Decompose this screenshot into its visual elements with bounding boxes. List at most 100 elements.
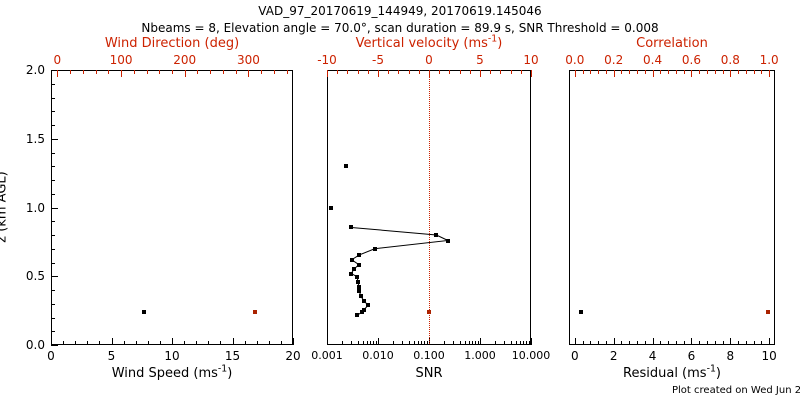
x-axis-minor-tick <box>574 341 576 345</box>
x-top-axis-tick-label: -10 <box>317 53 337 67</box>
y-axis-tick-label: 0.0 <box>25 338 45 352</box>
data-point-snr <box>357 284 362 289</box>
data-point-snr <box>354 313 359 318</box>
x-axis-minor-tick <box>280 341 282 345</box>
x-top-axis-minor-tick <box>235 70 237 74</box>
x-axis-minor-tick <box>706 341 708 345</box>
x-top-axis-minor-tick <box>108 70 110 74</box>
y-axis-tick-label: 1.5 <box>25 131 45 146</box>
x-top-axis-minor-tick <box>248 70 250 74</box>
y-axis-minor-tick <box>51 83 55 85</box>
x-axis-tick-label: 0 <box>47 349 55 363</box>
x-axis-minor-tick <box>393 341 395 345</box>
x-top-axis-tick-label: 1.0 <box>759 53 779 67</box>
x-top-axis-minor-tick <box>738 70 740 74</box>
x-axis-minor-tick <box>660 341 662 345</box>
x-axis-tick-label: 8 <box>726 349 735 363</box>
data-point-snr <box>329 206 334 211</box>
x-axis-minor-tick <box>722 341 724 345</box>
x-axis-minor-tick <box>753 341 755 345</box>
x-top-axis-name: Wind Direction (deg) <box>104 36 240 51</box>
x-axis-tick-label: 15 <box>224 349 241 363</box>
x-axis-minor-tick <box>424 341 426 345</box>
x-top-axis-minor-tick <box>146 70 148 74</box>
x-top-axis-tick-label: 0.2 <box>604 53 624 67</box>
x-axis-minor-tick <box>63 341 65 345</box>
x-top-axis-tick-label: 0.8 <box>720 53 740 67</box>
x-axis-tick-label: 10 <box>164 349 180 363</box>
y-axis-minor-tick <box>51 262 55 264</box>
x-top-axis-minor-tick <box>398 70 400 74</box>
y-axis-minor-tick <box>51 221 55 223</box>
x-axis-minor-tick <box>745 341 747 345</box>
x-top-axis-minor-tick <box>121 70 123 74</box>
data-point-snr <box>355 274 360 279</box>
x-top-axis-tick-label: 0.0 <box>565 53 585 67</box>
x-top-axis-minor-tick <box>683 70 685 74</box>
x-axis-minor-tick <box>598 341 600 345</box>
x-axis-minor-tick <box>675 341 677 345</box>
x-top-axis-minor-tick <box>337 70 339 74</box>
data-point-snr <box>351 267 356 272</box>
x-axis-tick <box>480 338 481 345</box>
y-axis-minor-tick <box>51 180 55 181</box>
y-axis-minor-tick <box>51 125 55 126</box>
x-top-axis-minor-tick <box>184 70 186 74</box>
plot-timestamp-footer: Plot created on Wed Jun 21 23:50:39 2017 <box>672 385 800 396</box>
y-axis-minor-tick <box>51 248 55 250</box>
y-axis-tick-label: 2.0 <box>25 63 45 77</box>
x-axis-tick-label: 0 <box>571 349 579 363</box>
x-axis-minor-tick <box>769 341 771 345</box>
x-axis-minor-tick <box>342 341 344 345</box>
x-axis-minor-tick <box>668 341 670 345</box>
x-axis-minor-tick <box>475 341 477 345</box>
x-top-axis-tick-label: 0.6 <box>681 53 701 67</box>
x-top-axis-minor-tick <box>531 70 532 74</box>
x-axis-tick-label: 10 <box>761 349 777 363</box>
x-top-axis-minor-tick <box>172 70 173 74</box>
x-top-axis-minor-tick <box>469 70 471 74</box>
x-axis-minor-tick <box>220 341 222 345</box>
x-top-axis-minor-tick <box>388 70 390 74</box>
x-axis-minor-tick <box>714 341 716 345</box>
x-top-axis-minor-tick <box>490 70 492 74</box>
x-top-axis-minor-tick <box>582 70 584 74</box>
x-top-axis-minor-tick <box>668 70 670 74</box>
x-top-axis-minor-tick <box>769 70 771 74</box>
data-point-snr <box>355 280 360 285</box>
x-axis-minor-tick <box>362 341 364 345</box>
x-axis-tick-label: 0.100 <box>413 349 445 362</box>
x-top-axis-minor-tick <box>722 70 724 74</box>
x-axis-minor-tick <box>699 341 701 345</box>
x-axis-minor-tick <box>629 341 631 345</box>
x-top-axis-tick-label: 5 <box>476 53 484 67</box>
y-axis-minor-tick <box>51 317 55 319</box>
x-axis-minor-tick <box>477 341 479 345</box>
x-axis-name: Residual (ms-1) <box>623 363 721 381</box>
data-point-snr <box>434 233 439 237</box>
x-axis-minor-tick <box>510 341 512 345</box>
x-top-axis-minor-tick <box>367 70 369 74</box>
x-axis-minor-tick <box>464 341 466 345</box>
x-top-axis-minor-tick <box>699 70 701 74</box>
x-axis-tick-label: 5 <box>107 349 116 363</box>
x-top-axis-minor-tick <box>761 70 763 74</box>
x-axis-minor-tick <box>426 341 428 345</box>
x-axis-minor-tick <box>515 341 517 345</box>
x-top-axis-name: Correlation <box>636 36 708 51</box>
x-top-axis-minor-tick <box>327 70 328 74</box>
x-top-axis-tick-label: -5 <box>372 53 384 67</box>
x-axis-minor-tick <box>99 341 101 345</box>
x-axis-minor-tick <box>621 341 623 345</box>
x-axis-minor-tick <box>417 341 419 345</box>
data-point-snr <box>445 238 450 243</box>
x-top-axis-minor-tick <box>714 70 716 74</box>
x-axis-tick-label: 2 <box>609 349 618 363</box>
x-top-axis-minor-tick <box>57 70 59 74</box>
x-axis-minor-tick <box>453 341 455 345</box>
x-top-axis-minor-tick <box>652 70 654 74</box>
x-axis-minor-tick <box>244 341 246 345</box>
data-point-snr <box>361 307 366 312</box>
x-axis-tick-label: 6 <box>687 349 696 363</box>
